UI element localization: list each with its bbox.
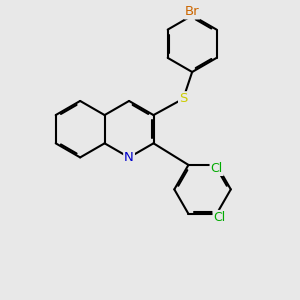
Text: Cl: Cl bbox=[214, 211, 226, 224]
Text: Cl: Cl bbox=[211, 162, 223, 175]
Text: S: S bbox=[179, 92, 188, 105]
Text: N: N bbox=[124, 151, 134, 164]
Text: Br: Br bbox=[185, 5, 200, 18]
